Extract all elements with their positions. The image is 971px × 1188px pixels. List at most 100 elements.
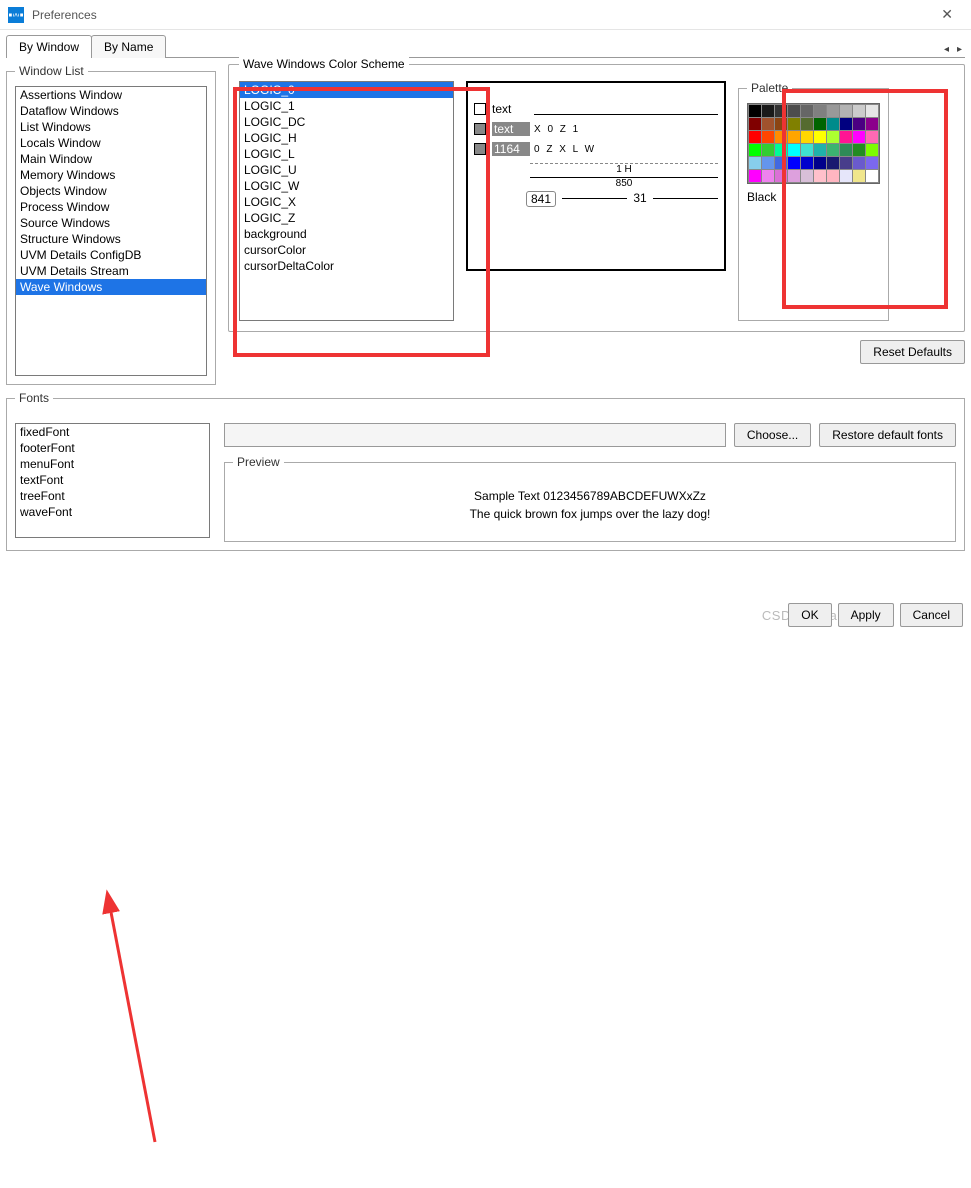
restore-fonts-button[interactable]: Restore default fonts — [819, 423, 956, 447]
palette-swatch[interactable] — [749, 170, 761, 182]
palette-swatch[interactable] — [814, 170, 826, 182]
font-list-item[interactable]: waveFont — [16, 504, 209, 520]
scheme-list-item[interactable]: background — [240, 226, 453, 242]
window-list-item[interactable]: List Windows — [16, 119, 206, 135]
scheme-list-item[interactable]: cursorDeltaColor — [240, 258, 453, 274]
palette-swatch[interactable] — [814, 157, 826, 169]
window-list-item[interactable]: Dataflow Windows — [16, 103, 206, 119]
window-list-item[interactable]: UVM Details Stream — [16, 263, 206, 279]
font-list[interactable]: fixedFontfooterFontmenuFonttextFonttreeF… — [15, 423, 210, 538]
palette-swatch[interactable] — [853, 118, 865, 130]
palette-swatch[interactable] — [827, 144, 839, 156]
palette-swatch[interactable] — [840, 131, 852, 143]
palette-swatch[interactable] — [814, 105, 826, 117]
scheme-list-item[interactable]: LOGIC_X — [240, 194, 453, 210]
palette-swatch[interactable] — [749, 157, 761, 169]
palette-swatch[interactable] — [866, 144, 878, 156]
window-list-item[interactable]: Assertions Window — [16, 87, 206, 103]
window-list-item[interactable]: Objects Window — [16, 183, 206, 199]
palette-swatch[interactable] — [866, 105, 878, 117]
scheme-list-item[interactable]: LOGIC_DC — [240, 114, 453, 130]
scheme-list-item[interactable]: LOGIC_H — [240, 130, 453, 146]
palette-swatch[interactable] — [853, 131, 865, 143]
font-list-item[interactable]: treeFont — [16, 488, 209, 504]
close-icon[interactable]: ✕ — [931, 2, 963, 27]
palette-swatch[interactable] — [762, 144, 774, 156]
palette-swatch[interactable] — [853, 157, 865, 169]
window-list[interactable]: Assertions WindowDataflow WindowsList Wi… — [15, 86, 207, 376]
palette-swatch[interactable] — [801, 170, 813, 182]
font-list-item[interactable]: menuFont — [16, 456, 209, 472]
palette-swatch[interactable] — [801, 118, 813, 130]
palette-swatch[interactable] — [866, 170, 878, 182]
palette-swatch[interactable] — [788, 105, 800, 117]
tab-scroll-left-icon[interactable]: ◂ — [941, 42, 952, 57]
palette-swatch[interactable] — [775, 118, 787, 130]
reset-defaults-button[interactable]: Reset Defaults — [860, 340, 965, 364]
palette-swatch[interactable] — [762, 157, 774, 169]
scheme-list[interactable]: LOGIC_0LOGIC_1LOGIC_DCLOGIC_HLOGIC_LLOGI… — [239, 81, 454, 321]
palette-swatch[interactable] — [775, 157, 787, 169]
palette-swatch[interactable] — [840, 118, 852, 130]
font-list-item[interactable]: textFont — [16, 472, 209, 488]
apply-button[interactable]: Apply — [838, 603, 894, 627]
palette-swatch[interactable] — [814, 144, 826, 156]
tab-by-window[interactable]: By Window — [6, 35, 92, 58]
palette-grid[interactable] — [747, 103, 880, 184]
palette-swatch[interactable] — [801, 131, 813, 143]
window-list-item[interactable]: Memory Windows — [16, 167, 206, 183]
palette-swatch[interactable] — [749, 131, 761, 143]
palette-swatch[interactable] — [866, 131, 878, 143]
palette-swatch[interactable] — [827, 105, 839, 117]
palette-swatch[interactable] — [788, 157, 800, 169]
scheme-list-item[interactable]: LOGIC_Z — [240, 210, 453, 226]
palette-swatch[interactable] — [840, 144, 852, 156]
window-list-item[interactable]: Process Window — [16, 199, 206, 215]
palette-swatch[interactable] — [840, 170, 852, 182]
palette-swatch[interactable] — [853, 105, 865, 117]
palette-swatch[interactable] — [749, 105, 761, 117]
palette-swatch[interactable] — [749, 118, 761, 130]
font-list-item[interactable]: fixedFont — [16, 424, 209, 440]
window-list-item[interactable]: Structure Windows — [16, 231, 206, 247]
scheme-list-item[interactable]: LOGIC_W — [240, 178, 453, 194]
palette-swatch[interactable] — [788, 170, 800, 182]
palette-swatch[interactable] — [801, 157, 813, 169]
palette-swatch[interactable] — [788, 118, 800, 130]
choose-font-button[interactable]: Choose... — [734, 423, 811, 447]
palette-swatch[interactable] — [840, 105, 852, 117]
palette-swatch[interactable] — [762, 105, 774, 117]
scheme-list-item[interactable]: LOGIC_1 — [240, 98, 453, 114]
window-list-item[interactable]: Source Windows — [16, 215, 206, 231]
palette-swatch[interactable] — [827, 157, 839, 169]
scheme-list-item[interactable]: LOGIC_U — [240, 162, 453, 178]
palette-swatch[interactable] — [775, 170, 787, 182]
palette-swatch[interactable] — [814, 118, 826, 130]
palette-swatch[interactable] — [749, 144, 761, 156]
window-list-item[interactable]: Wave Windows — [16, 279, 206, 295]
palette-swatch[interactable] — [853, 170, 865, 182]
window-list-item[interactable]: UVM Details ConfigDB — [16, 247, 206, 263]
window-list-item[interactable]: Main Window — [16, 151, 206, 167]
palette-swatch[interactable] — [827, 118, 839, 130]
window-list-item[interactable]: Locals Window — [16, 135, 206, 151]
palette-swatch[interactable] — [775, 105, 787, 117]
palette-swatch[interactable] — [762, 118, 774, 130]
tab-by-name[interactable]: By Name — [91, 35, 166, 58]
palette-swatch[interactable] — [801, 105, 813, 117]
palette-swatch[interactable] — [801, 144, 813, 156]
cancel-button[interactable]: Cancel — [900, 603, 963, 627]
palette-swatch[interactable] — [853, 144, 865, 156]
palette-swatch[interactable] — [775, 131, 787, 143]
palette-swatch[interactable] — [788, 131, 800, 143]
scheme-list-item[interactable]: LOGIC_0 — [240, 82, 453, 98]
palette-swatch[interactable] — [762, 170, 774, 182]
palette-swatch[interactable] — [814, 131, 826, 143]
palette-swatch[interactable] — [866, 157, 878, 169]
palette-swatch[interactable] — [827, 170, 839, 182]
palette-swatch[interactable] — [788, 144, 800, 156]
palette-swatch[interactable] — [827, 131, 839, 143]
palette-swatch[interactable] — [840, 157, 852, 169]
tab-scroll-right-icon[interactable]: ▸ — [954, 42, 965, 57]
scheme-list-item[interactable]: LOGIC_L — [240, 146, 453, 162]
